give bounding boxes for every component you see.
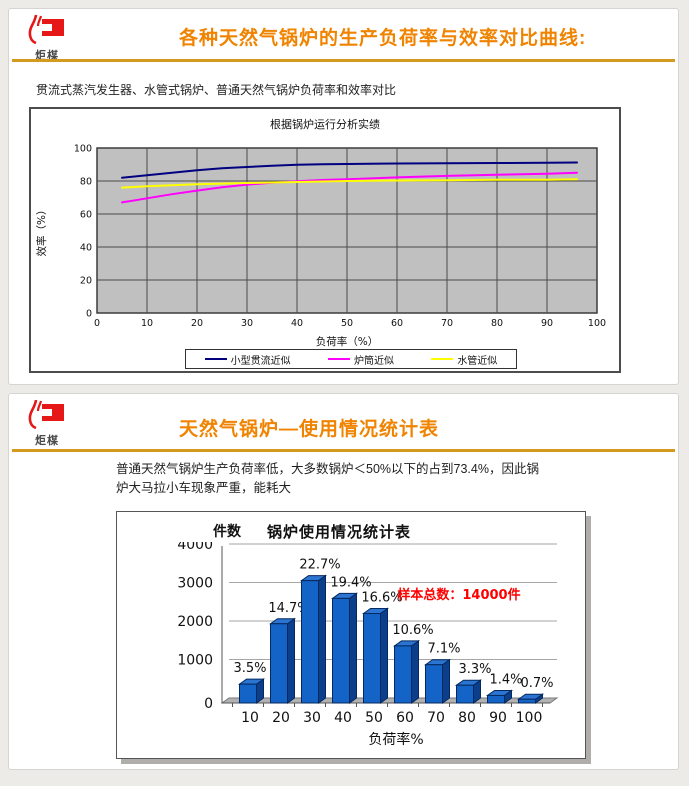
bar-category-label: 50 (365, 710, 383, 726)
slide-efficiency-curves: 炬楳 各种天然气锅炉的生产负荷率与效率对比曲线: 贯流式蒸汽发生器、水管式锅炉、… (8, 8, 679, 385)
legend-label: 水管近似 (457, 355, 498, 367)
bar-x-axis-label: 负荷率% (368, 731, 423, 748)
bar-chart-y-axis-label: 件数 (213, 523, 241, 539)
bar-value-label: 7.1% (427, 642, 460, 657)
bar-30 (299, 574, 328, 704)
body-line2: 炉大马拉小车现象严重，能耗大 (116, 481, 292, 495)
flame-logo-icon (28, 14, 64, 45)
slide2-title: 天然气锅炉—使用情况统计表 (179, 419, 440, 440)
bar-10 (237, 678, 266, 704)
legend-label: 炉筒近似 (353, 355, 394, 367)
line-series-2 (121, 178, 578, 189)
bar-90 (485, 689, 514, 704)
x-tick-label: 100 (588, 318, 606, 329)
x-tick-label: 20 (191, 318, 203, 329)
x-axis-label: 负荷率（%） (316, 335, 378, 347)
y-tick-label: 20 (80, 276, 92, 287)
bar-80 (454, 679, 483, 704)
bar-y-tick-label: 1000 (177, 653, 213, 669)
sample-total-annotation: 样本总数：14000件 (397, 587, 520, 603)
legend-label: 小型贯流近似 (230, 355, 291, 367)
line-chart-plot: 0 20 40 60 80 100 0 10 20 30 40 50 60 70 80 90 100 负荷率（%）… (31, 133, 623, 349)
bar-y-tick-label: 2000 (177, 614, 213, 630)
x-tick-label: 60 (391, 318, 403, 329)
bar-value-label: 3.3% (458, 662, 491, 677)
bar-y-tick-label: 0 (204, 696, 213, 712)
bar-value-label: 10.6% (392, 623, 433, 638)
title-divider (12, 59, 675, 62)
bar-category-label: 80 (458, 710, 476, 726)
x-tick-label: 80 (491, 318, 503, 329)
bar-chart: 件数 锅炉使用情况统计表 0 1000 2000 3000 4000 3.5% 10 14.7… (116, 511, 586, 759)
line-chart: 根据锅炉运行分析实绩 0 20 40 60 80 100 0 10 20 30 40 50 60 70 80… (29, 107, 621, 373)
bar-value-label: 3.5% (233, 661, 266, 676)
bar-y-tick-label: 4000 (177, 542, 213, 553)
legend-item-1: 炉筒近似 (327, 352, 394, 367)
y-tick-label: 40 (80, 243, 92, 254)
bar-50 (361, 607, 390, 704)
y-tick-label: 60 (80, 210, 92, 221)
bar-category-label: 70 (427, 710, 445, 726)
bar-value-label: 22.7% (299, 558, 340, 573)
bar-value-label: 16.6% (361, 591, 402, 606)
bar-70 (423, 658, 452, 704)
bar-category-label: 100 (516, 710, 543, 726)
bar-category-label: 30 (303, 710, 321, 726)
company-logo: 炬楳 (21, 399, 73, 448)
line-series-0 (121, 161, 578, 179)
x-tick-label: 90 (541, 318, 553, 329)
slide2-body: 普通天然气锅炉生产负荷率低，大多数锅炉＜50%以下的占到73.4%，因此锅 炉大… (116, 460, 616, 498)
line-chart-svg: 0 20 40 60 80 100 0 10 20 30 40 50 60 70 80 90 100 负荷率（%）… (35, 144, 606, 349)
line-chart-title: 根据锅炉运行分析实绩 (270, 119, 380, 131)
x-tick-label: 30 (241, 318, 253, 329)
x-tick-label: 40 (291, 318, 303, 329)
flame-logo-icon (28, 399, 64, 430)
bar-chart-plot: 0 1000 2000 3000 4000 3.5% 10 14.7% 20 22.7% 30 19.… (117, 537, 587, 758)
x-tick-label: 50 (341, 318, 353, 329)
y-tick-label: 100 (74, 144, 92, 155)
bar-category-label: 60 (396, 710, 414, 726)
bar-category-label: 20 (272, 710, 290, 726)
logo-text: 炬楳 (35, 435, 59, 447)
x-tick-label: 0 (94, 318, 100, 329)
slide-usage-stats: 炬楳 天然气锅炉—使用情况统计表 普通天然气锅炉生产负荷率低，大多数锅炉＜50%… (8, 393, 679, 770)
bar-100 (516, 693, 545, 704)
bar-category-label: 40 (334, 710, 352, 726)
legend-line-swatch (327, 358, 350, 360)
bar-value-label: 14.7% (268, 601, 309, 616)
x-tick-label: 10 (141, 318, 153, 329)
title-divider (12, 449, 675, 452)
bar-chart-title: 锅炉使用情况统计表 (267, 524, 412, 541)
bar-chart-svg: 0 1000 2000 3000 4000 3.5% 10 14.7% 20 22.7% 30 19.… (177, 537, 559, 748)
bar-40 (330, 592, 359, 704)
line-chart-legend: 小型贯流近似 炉筒近似 水管近似 (185, 349, 517, 369)
legend-line-swatch (204, 358, 227, 360)
y-tick-label: 0 (86, 309, 92, 320)
slide1-title: 各种天然气锅炉的生产负荷率与效率对比曲线: (179, 28, 587, 49)
bar-value-label: 19.4% (330, 575, 371, 590)
bar-value-label: 1.4% (489, 672, 522, 687)
x-tick-label: 70 (441, 318, 453, 329)
body-line1: 普通天然气锅炉生产负荷率低，大多数锅炉＜50%以下的占到73.4%，因此锅 (116, 462, 539, 476)
bar-60 (392, 639, 421, 704)
y-axis-label: 效率（%） (35, 205, 48, 257)
company-logo: 炬楳 (21, 14, 73, 63)
legend-item-0: 小型贯流近似 (204, 352, 291, 367)
bar-category-label: 90 (489, 710, 507, 726)
legend-item-2: 水管近似 (431, 352, 497, 367)
legend-line-swatch (431, 358, 454, 360)
slide1-subtitle: 贯流式蒸汽发生器、水管式锅炉、普通天然气锅炉负荷率和效率对比 (36, 83, 397, 97)
bar-20 (268, 617, 297, 704)
bar-value-label: 0.7% (520, 676, 553, 691)
bar-category-label: 10 (241, 710, 259, 726)
y-tick-label: 80 (80, 177, 92, 188)
bar-y-tick-label: 3000 (177, 576, 213, 592)
